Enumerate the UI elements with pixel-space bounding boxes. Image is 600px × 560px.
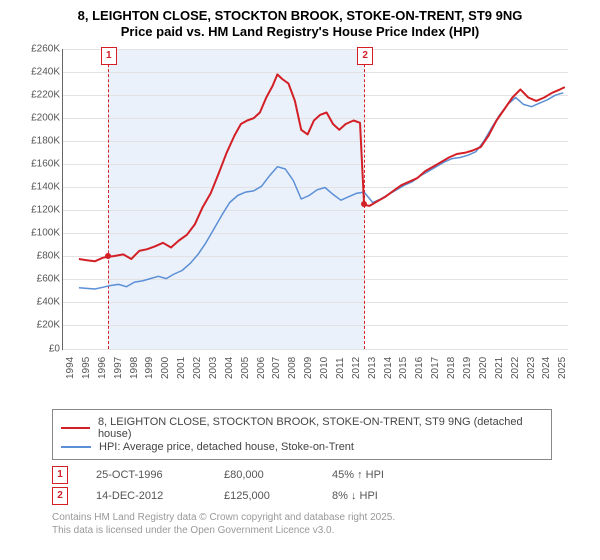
y-axis-label: £80K — [24, 251, 60, 262]
sale-row-1: 1 25-OCT-1996 £80,000 45% ↑ HPI — [52, 466, 588, 484]
y-axis-label: £60K — [24, 274, 60, 285]
legend-swatch — [61, 427, 90, 429]
attribution: Contains HM Land Registry data © Crown c… — [52, 511, 588, 537]
sale-marker-icon: 1 — [52, 466, 68, 484]
sale-delta: 45% ↑ HPI — [332, 469, 384, 481]
series-price_paid — [79, 74, 565, 261]
sale-dot-icon — [105, 253, 111, 259]
legend-box: 8, LEIGHTON CLOSE, STOCKTON BROOK, STOKE… — [52, 409, 552, 460]
gridline — [63, 349, 568, 350]
plot-area: 12 — [62, 49, 568, 350]
attribution-line-1: Contains HM Land Registry data © Crown c… — [52, 511, 588, 524]
sale-row-2: 2 14-DEC-2012 £125,000 8% ↓ HPI — [52, 487, 588, 505]
sales-block: 1 25-OCT-1996 £80,000 45% ↑ HPI 2 14-DEC… — [52, 466, 588, 505]
title-line-1: 8, LEIGHTON CLOSE, STOCKTON BROOK, STOKE… — [78, 8, 523, 23]
legend-item-hpi: HPI: Average price, detached house, Stok… — [61, 441, 543, 453]
chart-container: 8, LEIGHTON CLOSE, STOCKTON BROOK, STOKE… — [0, 0, 600, 560]
attribution-line-2: This data is licensed under the Open Gov… — [52, 524, 588, 537]
y-axis-label: £260K — [24, 43, 60, 54]
legend-label: HPI: Average price, detached house, Stok… — [99, 441, 354, 453]
y-axis-label: £0 — [24, 343, 60, 354]
chart-svg — [63, 49, 568, 349]
legend-swatch — [61, 446, 91, 448]
y-axis-label: £120K — [24, 205, 60, 216]
y-axis-label: £200K — [24, 112, 60, 123]
sale-marker-icon: 2 — [52, 487, 68, 505]
sale-price: £80,000 — [224, 469, 304, 481]
y-axis-label: £160K — [24, 158, 60, 169]
sale-delta: 8% ↓ HPI — [332, 490, 378, 502]
y-axis-label: £20K — [24, 320, 60, 331]
y-axis-label: £40K — [24, 297, 60, 308]
sale-dot-icon — [361, 201, 367, 207]
y-axis-label: £240K — [24, 66, 60, 77]
title-line-2: Price paid vs. HM Land Registry's House … — [121, 24, 480, 39]
legend-item-price-paid: 8, LEIGHTON CLOSE, STOCKTON BROOK, STOKE… — [61, 416, 543, 440]
series-hpi — [79, 92, 563, 288]
y-axis-label: £180K — [24, 135, 60, 146]
sale-price: £125,000 — [224, 490, 304, 502]
y-axis-label: £140K — [24, 181, 60, 192]
chart-area: 12 £0 £20K £40K £60K £80K £100K £120K £140K £160… — [20, 45, 580, 375]
y-axis-label: £220K — [24, 89, 60, 100]
sale-date: 14-DEC-2012 — [96, 490, 196, 502]
chart-title: 8, LEIGHTON CLOSE, STOCKTON BROOK, STOKE… — [12, 8, 588, 41]
y-axis-label: £100K — [24, 228, 60, 239]
sale-date: 25-OCT-1996 — [96, 469, 196, 481]
legend-label: 8, LEIGHTON CLOSE, STOCKTON BROOK, STOKE… — [98, 416, 543, 440]
